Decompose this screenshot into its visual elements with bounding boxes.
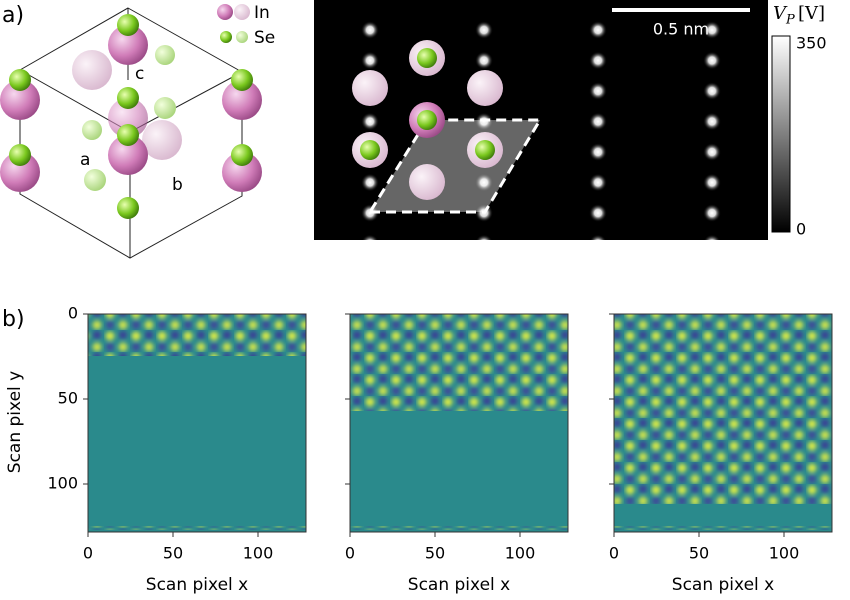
lattice-dot — [817, 204, 835, 222]
x-tick-label: 50 — [425, 544, 445, 563]
x-tick-label: 0 — [609, 544, 619, 563]
x-tick-label: 100 — [505, 544, 536, 563]
scan-plot: 0 50 100 Scan pixel x 0 50 100 — [47, 304, 307, 595]
scan-frame — [349, 313, 569, 533]
lattice-dot — [475, 173, 493, 192]
lattice-dot — [247, 204, 265, 222]
scan-pattern — [350, 314, 568, 411]
legend-label: Se — [254, 28, 275, 48]
lattice-dot — [589, 173, 607, 192]
colorbar-subscript: P — [785, 13, 795, 28]
scan-pattern — [88, 314, 306, 356]
scan-edge — [350, 526, 568, 530]
lattice-dot — [361, 173, 379, 192]
lattice-dot — [247, 52, 265, 70]
scan-edge — [614, 526, 832, 530]
lattice-dot — [703, 204, 721, 222]
lattice-dot — [361, 234, 379, 240]
lattice-dot — [703, 51, 721, 70]
lattice-dot — [361, 51, 379, 70]
scan-frame — [613, 313, 833, 533]
lattice-dot — [703, 234, 721, 240]
lattice-dot — [589, 82, 607, 100]
lattice-dot — [817, 143, 835, 161]
lattice-dot — [361, 21, 379, 39]
axis-label-c: c — [135, 64, 144, 84]
axis-label-b: b — [172, 175, 183, 195]
x-tick-label: 50 — [163, 544, 183, 563]
scan-edge — [88, 526, 306, 530]
x-tick-label: 50 — [689, 544, 709, 563]
x-tick-label: 100 — [243, 544, 274, 563]
lattice-dot — [817, 113, 835, 131]
panel-label: a) — [2, 3, 24, 28]
atoms — [0, 14, 262, 219]
lattice-dot — [817, 82, 835, 100]
legend-label: In — [254, 3, 270, 23]
x-axis-label: Scan pixel x — [146, 575, 248, 595]
scan-pattern — [614, 314, 832, 504]
x-axis-label: Scan pixel x — [672, 575, 774, 595]
y-axis-label: Scan pixel y — [5, 371, 25, 473]
colorbar-tick: 0 — [796, 220, 806, 239]
panel-label: b) — [2, 307, 25, 332]
lattice-dot — [475, 234, 493, 240]
lattice-dot — [247, 235, 265, 253]
lattice-dot — [703, 21, 721, 39]
lattice-dot — [817, 174, 835, 192]
lattice-dot — [589, 51, 607, 70]
colorbar-tick: 350 — [796, 34, 827, 53]
atom-legend: In Se — [217, 3, 275, 48]
lattice-dot — [817, 52, 835, 70]
x-tick-label: 0 — [345, 544, 355, 563]
y-tick-label: 100 — [47, 474, 78, 493]
axis-label-a: a — [80, 150, 90, 170]
lattice-dot — [703, 143, 721, 161]
colorbar-unit: [V] — [798, 3, 825, 24]
lattice-dot — [589, 21, 607, 39]
atom-overlay — [352, 40, 503, 200]
y-tick-label: 50 — [58, 389, 78, 408]
scale-bar-label: 0.5 nm — [653, 20, 709, 39]
colorbar-symbol: V — [773, 3, 788, 24]
lattice-dot — [703, 112, 721, 131]
lattice-dot — [589, 112, 607, 131]
potential-image — [314, 0, 768, 240]
scan-frame — [87, 313, 307, 533]
lattice-dot — [361, 112, 379, 131]
lattice-dot — [817, 235, 835, 253]
lattice-dot — [703, 173, 721, 192]
scan-plot: 0 50 100 Scan pixel x — [609, 313, 833, 595]
x-tick-label: 0 — [83, 544, 93, 563]
lattice-dot — [589, 143, 607, 161]
lattice-dot — [589, 204, 607, 222]
scan-plot: 0 50 100 Scan pixel x — [345, 313, 569, 595]
y-tick-label: 0 — [68, 304, 78, 323]
lattice-dot — [589, 234, 607, 240]
x-axis-label: Scan pixel x — [408, 575, 510, 595]
lattice-dot — [475, 51, 493, 70]
x-tick-label: 100 — [769, 544, 800, 563]
colorbar — [771, 35, 791, 233]
lattice-dot — [703, 82, 721, 100]
lattice-dot — [475, 21, 493, 39]
